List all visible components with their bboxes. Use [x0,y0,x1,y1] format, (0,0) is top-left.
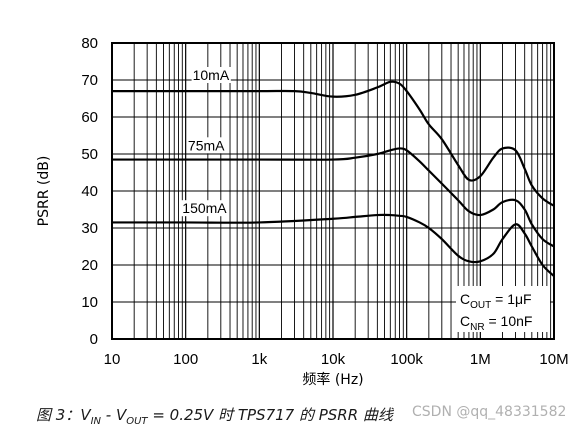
y-tick-label: 60 [81,109,98,126]
caption-vout: V [115,406,127,424]
curve-label-background [181,200,229,217]
series-group [111,80,555,277]
watermark: CSDN @qq_48331582 [412,404,567,420]
curve-label-background [191,67,231,83]
series-line-150ma [111,213,555,277]
psrr-chart: 0 10 20 30 40 50 60 70 80 10 100 1k 10k 100k 1M 10M 10… [36,35,569,388]
caption-rest: = 0.25V 时 TPS717 的 PSRR 曲线 [147,406,393,424]
x-tick-label: 1M [470,351,491,368]
curve-labels: 10mA 75mA 150mA [181,67,231,217]
plot-frame [111,42,555,340]
y-tick-label: 10 [81,294,98,311]
y-tick-label: 0 [90,331,98,348]
caption-vin-sub: IN [90,416,102,427]
series-line-10ma [111,80,555,207]
caption-vin: V [80,406,91,424]
x-tick-label: 10M [539,351,568,368]
x-tick-label: 100 [173,351,198,368]
x-tick-label: 10 [104,351,121,368]
caption-figure-number: 图 3： [36,406,81,424]
y-tick-label: 20 [81,257,98,274]
curve-label-background [186,137,227,154]
cnr-condition: CNR = 10nF [460,313,532,333]
curve-label: 150mA [182,200,227,216]
y-tick-label: 40 [81,183,98,200]
caption-vout-sub: OUT [126,416,148,427]
curve-label: 10mA [193,67,230,83]
conditions-background [456,286,550,332]
x-tick-label: 1k [251,351,267,368]
cout-condition: COUT = 1μF [460,291,532,311]
x-tick-labels: 10 100 1k 10k 100k 1M 10M [104,351,569,368]
y-tick-label: 50 [81,146,98,163]
curve-label: 75mA [188,137,225,153]
conditions-box: COUT = 1μF CNR = 10nF [456,286,550,333]
caption-minus: - [101,406,116,424]
y-tick-label: 30 [81,220,98,237]
y-axis-title: PSRR (dB) [36,156,52,227]
x-axis-title: 频率 (Hz) [302,371,363,388]
series-line-75ma [112,147,555,248]
y-tick-labels: 0 10 20 30 40 50 60 70 80 [81,35,98,348]
y-tick-label: 70 [81,72,98,89]
y-tick-label: 80 [81,35,98,52]
x-tick-label: 10k [321,351,346,368]
figure-caption: 图 3：VIN - VOUT = 0.25V 时 TPS717 的 PSRR 曲… [36,404,576,427]
x-tick-label: 100k [390,351,423,368]
